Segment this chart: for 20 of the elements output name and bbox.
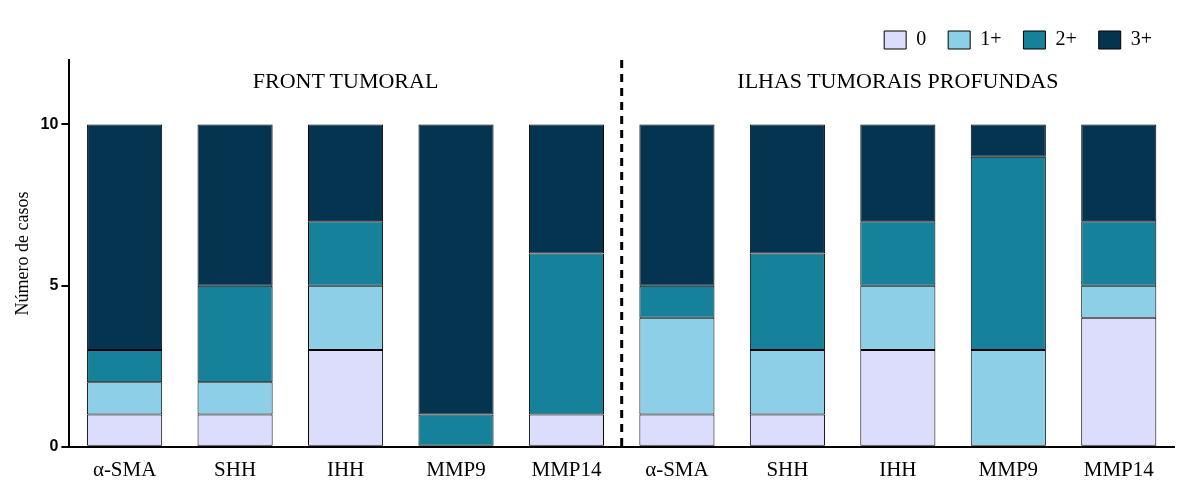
x-tick-label: IHH [879,456,917,481]
x-tick-label: MMP14 [531,456,602,481]
x-tick-label: α-SMA [92,456,158,481]
x-tick-label: MMP9 [426,456,486,481]
annotation: FRONT TUMORAL [252,67,439,93]
y-tick-label: 5 [49,276,59,294]
annotation: ILHAS TUMORAIS PROFUNDAS [737,67,1059,93]
y-axis-title: Número de casos [11,191,32,316]
y-tick-label: 10 [40,114,59,132]
legend-label: 2+ [1055,27,1077,50]
legend-label: 1+ [980,27,1002,50]
x-tick-label: MMP14 [1083,456,1155,481]
x-tick-label: IHH [326,456,365,481]
legend-label: 3+ [1130,27,1152,50]
x-tick-label: MMP9 [978,456,1039,481]
x-tick-label: α-SMA [645,456,710,481]
x-tick-label: SHH [214,456,257,481]
legend-label: 0 [916,27,927,50]
y-tick-label: 0 [49,437,59,455]
x-tick-label: SHH [766,456,809,481]
